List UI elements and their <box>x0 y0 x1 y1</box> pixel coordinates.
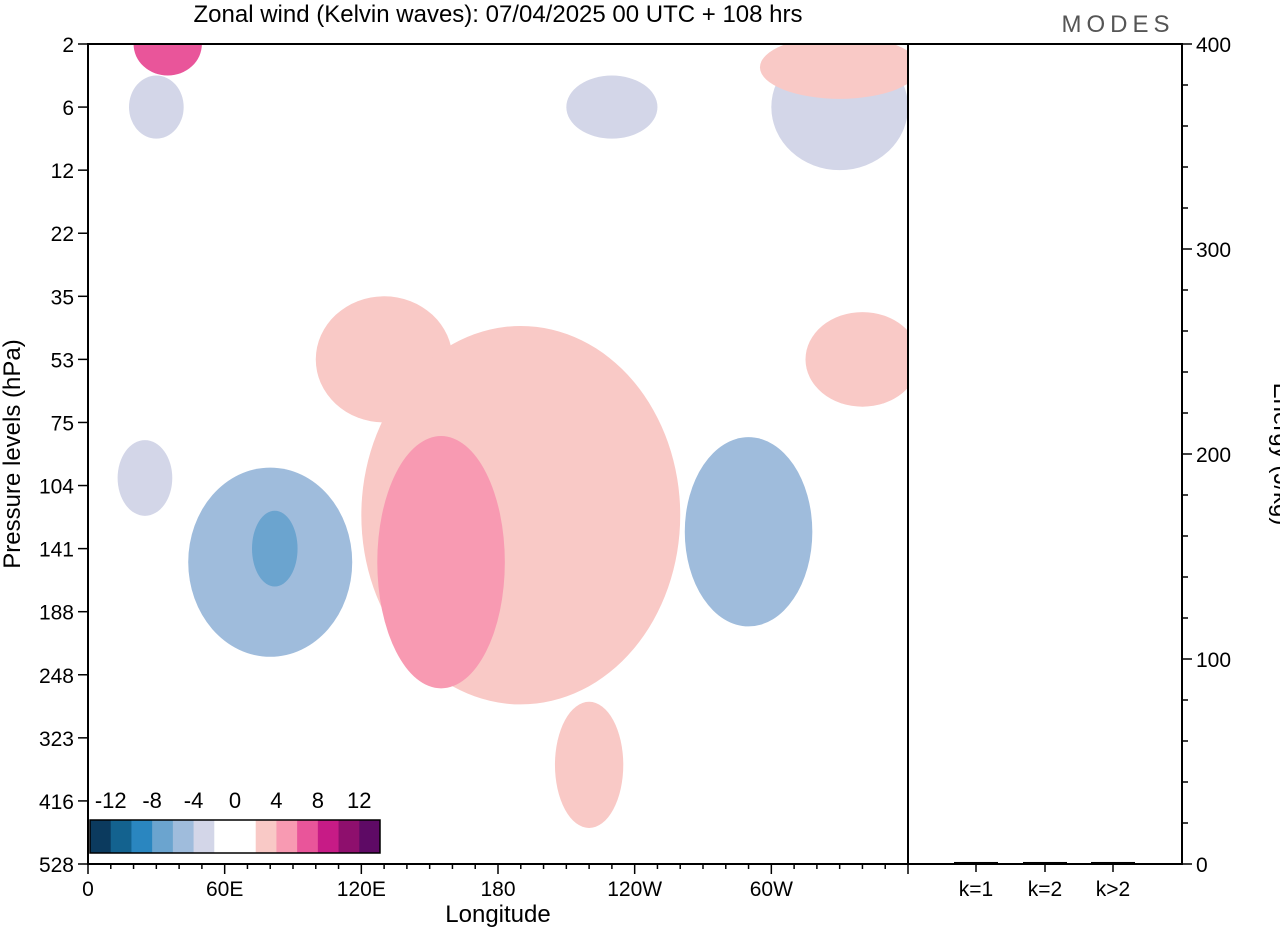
colorbar-label: 4 <box>270 788 282 813</box>
colorbar-legend: -12 -8 -4 0 4 8 12 <box>89 788 381 854</box>
energy-axis-label: Energy (J/kg) <box>1268 383 1280 526</box>
energy-plot-area <box>907 43 1183 865</box>
x-tick-label: 120W <box>607 878 662 901</box>
contour-fields <box>117 44 908 828</box>
colorbar-swatch <box>90 820 112 853</box>
y-tick-label: 6 <box>62 97 74 120</box>
colorbar-label: 8 <box>312 788 324 813</box>
contour-pos-central-low <box>554 701 624 828</box>
colorbar-frame <box>89 819 381 854</box>
energy-bar-k=1 <box>954 861 998 864</box>
colorbar-swatch <box>110 820 132 853</box>
contour-pos-east-upper <box>759 44 908 99</box>
y-tick-label: 528 <box>39 854 74 877</box>
y-tick-label: 22 <box>51 223 74 246</box>
energy-tick-label: 0 <box>1196 854 1208 877</box>
colorbar-label: -8 <box>142 788 162 813</box>
colorbar-swatch <box>255 820 277 853</box>
wavenumber-ticks: k=1 k=2 k>2 <box>959 864 1130 901</box>
hovmoller-panel: 0 60E 120E 180 120W 60W 2 6 12 22 35 53 75 104 141 188… <box>0 34 909 928</box>
colorbar-label: 0 <box>229 788 241 813</box>
colorbar-swatch <box>235 820 257 853</box>
y-tick-label: 141 <box>39 539 74 562</box>
colorbar-swatch <box>297 820 319 853</box>
colorbar-swatch <box>317 820 340 853</box>
x-tick-label: 60W <box>750 878 793 901</box>
x-axis-ticks: 0 60E 120E 180 120W 60W <box>82 864 909 901</box>
x-tick-label: 120E <box>337 878 386 901</box>
modes-logo: MODES <box>1061 11 1174 38</box>
x-tick-label: 60E <box>206 878 243 901</box>
x-axis-label: Longitude <box>445 901 550 928</box>
y-tick-label: 104 <box>39 476 74 499</box>
energy-tick-label: 100 <box>1196 649 1231 672</box>
colorbar-label: 12 <box>347 788 371 813</box>
chart-title: Zonal wind (Kelvin waves): 07/04/2025 00… <box>194 1 803 28</box>
y-tick-label: 416 <box>39 791 74 814</box>
colorbar-swatch <box>276 820 298 853</box>
y-axis-ticks: 2 6 12 22 35 53 75 104 141 188 248 323 416 528 <box>39 34 88 877</box>
y-axis-label: Pressure levels (hPa) <box>0 339 26 568</box>
energy-tick-label: 300 <box>1196 239 1231 262</box>
wavenumber-label: k=1 <box>959 878 993 901</box>
energy-tick-label: 400 <box>1196 34 1231 57</box>
colorbar-swatch <box>172 820 195 853</box>
energy-bars <box>954 861 1135 864</box>
energy-bar-k=2 <box>1023 861 1067 864</box>
y-tick-label: 248 <box>39 665 74 688</box>
x-tick-label: 0 <box>82 878 94 901</box>
wavenumber-label: k>2 <box>1096 878 1130 901</box>
colorbar-swatch <box>131 820 153 853</box>
energy-bar-k>2 <box>1091 861 1135 864</box>
y-tick-label: 75 <box>51 412 74 435</box>
colorbar-swatch <box>152 820 174 853</box>
energy-axis-ticks: 0 100 200 300 400 <box>1182 34 1231 877</box>
colorbar-swatch <box>359 820 381 853</box>
energy-tick-label: 200 <box>1196 444 1231 467</box>
contour-pos-central-core <box>377 436 505 689</box>
y-tick-label: 53 <box>51 349 74 372</box>
y-tick-label: 35 <box>51 286 74 309</box>
contour-neg-east-core <box>684 437 813 627</box>
contour-neg-west-peak <box>252 510 298 587</box>
colorbar-swatch <box>193 820 215 853</box>
y-tick-label: 2 <box>62 34 74 57</box>
y-tick-label: 188 <box>39 602 74 625</box>
y-tick-label: 12 <box>51 160 74 183</box>
contour-pos-east-mid <box>805 312 908 407</box>
colorbar-swatch <box>214 820 236 853</box>
contour-neg-central-upper <box>566 75 658 139</box>
y-tick-label: 323 <box>39 728 74 751</box>
colorbar-label: -12 <box>95 788 127 813</box>
colorbar-swatch <box>338 820 360 853</box>
wavenumber-label: k=2 <box>1028 878 1062 901</box>
contour-neg-west-mid <box>117 440 173 516</box>
colorbar-label: -4 <box>184 788 204 813</box>
x-tick-label: 180 <box>480 878 515 901</box>
contour-neg-west-hi-1 <box>129 75 184 139</box>
contour-pos-west-hi <box>133 44 202 76</box>
energy-panel: 0 100 200 300 400 k=1 k=2 k>2 Energy (J/kg) <box>907 34 1280 901</box>
